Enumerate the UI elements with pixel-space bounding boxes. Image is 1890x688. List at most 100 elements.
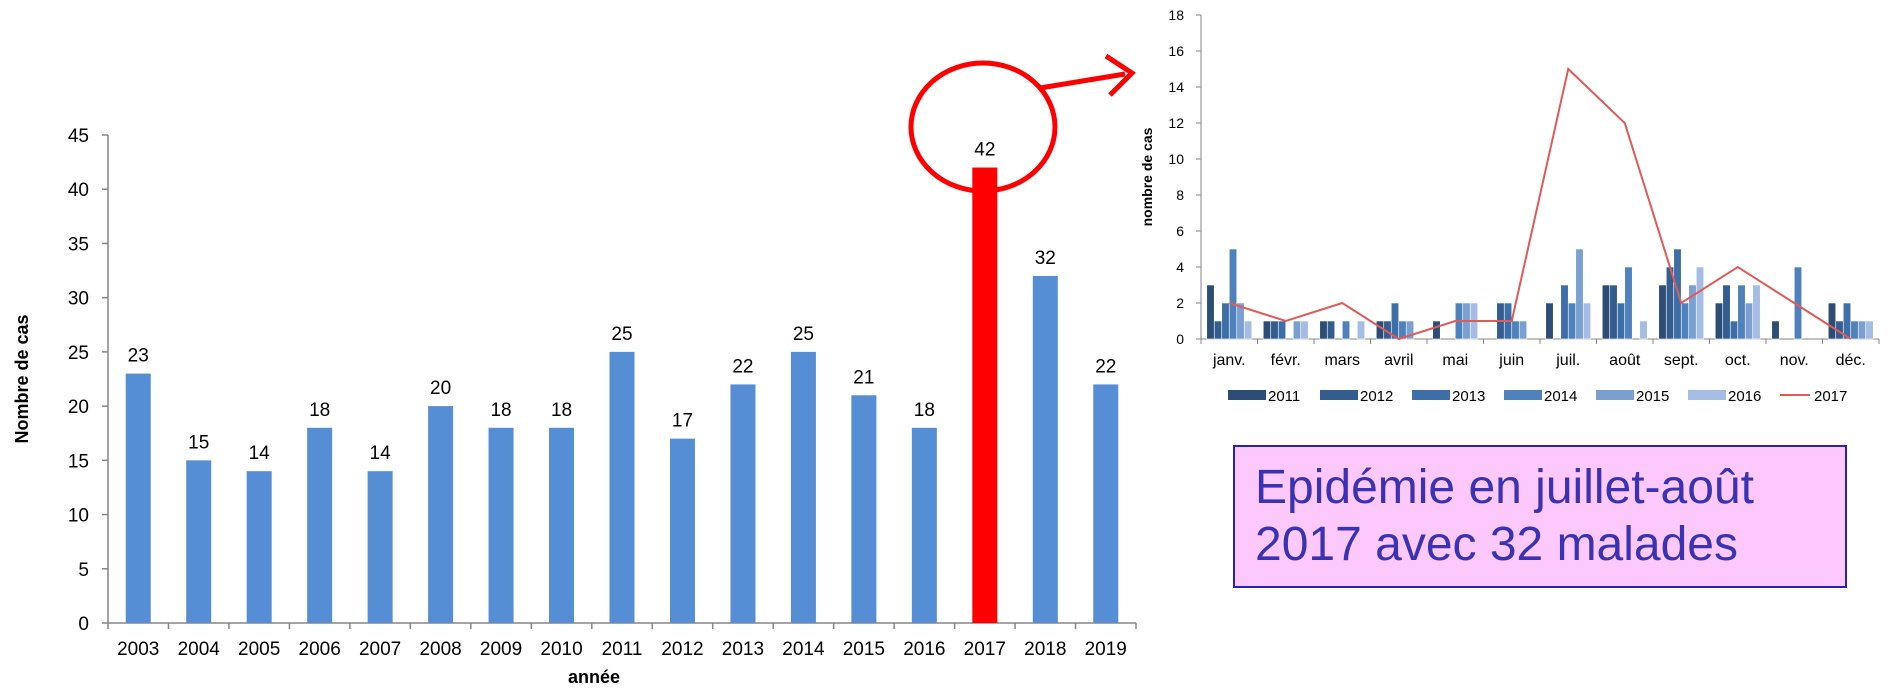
legend-label-2016: 2016 bbox=[1728, 388, 1761, 405]
data-label-2005: 14 bbox=[249, 443, 271, 464]
bar-2013-oct. bbox=[1729, 320, 1739, 340]
bar-2008 bbox=[428, 406, 454, 623]
data-label-2018: 32 bbox=[1035, 248, 1056, 269]
bar-2015-juil. bbox=[1575, 248, 1584, 340]
bar-2016-juil. bbox=[1582, 302, 1592, 340]
bar-2011 bbox=[609, 351, 635, 623]
bar-2005 bbox=[246, 471, 272, 623]
bar-2014-mars bbox=[1341, 320, 1351, 340]
bar-2015-févr. bbox=[1292, 320, 1302, 340]
bar-2011-déc. bbox=[1827, 302, 1837, 340]
x-tick-label-2013: 2013 bbox=[722, 639, 764, 660]
bar-2016-déc. bbox=[1865, 320, 1874, 340]
bar-2006 bbox=[307, 427, 333, 623]
bar-2011-mai bbox=[1432, 320, 1441, 340]
data-label-2014: 25 bbox=[793, 324, 814, 345]
bar-2016-mars bbox=[1356, 320, 1366, 340]
month-label-4: mai bbox=[1442, 352, 1468, 369]
line-series-2017 bbox=[1228, 67, 1852, 341]
legend-label-2015: 2015 bbox=[1636, 388, 1669, 405]
y-tick-label: 14 bbox=[1168, 79, 1184, 95]
monthly-cases-chart: 0 2 4 6 8 10 12 14 16 18 janv. févr. mars avril mai jui… bbox=[1139, 7, 1880, 405]
legend-label-2017: 2017 bbox=[1814, 388, 1847, 405]
annual-cases-chart: 0 5 10 15 20 25 30 35 40 45 23 2003 15 2004 14 2005 18 20… bbox=[12, 126, 1137, 687]
data-label-2008: 20 bbox=[430, 378, 451, 399]
bar-2013-juil. bbox=[1560, 284, 1569, 340]
legend-label-2011: 2011 bbox=[1268, 388, 1300, 405]
legend-swatch-2015 bbox=[1596, 390, 1634, 400]
y-tick-label: 10 bbox=[1168, 151, 1184, 167]
data-label-2010: 18 bbox=[551, 400, 572, 421]
legend-swatch-2012 bbox=[1320, 390, 1358, 400]
x-tick-label-2011: 2011 bbox=[602, 639, 643, 660]
legend-label-2012: 2012 bbox=[1360, 388, 1393, 405]
y-tick-label: 0 bbox=[1176, 331, 1184, 347]
bar-2012 bbox=[669, 438, 695, 623]
bar-2014-déc. bbox=[1850, 320, 1859, 340]
month-label-11: déc. bbox=[1836, 352, 1866, 369]
bar-2013-août bbox=[1616, 302, 1626, 340]
bar-2011-févr. bbox=[1262, 320, 1272, 340]
bar-2013-déc. bbox=[1842, 302, 1852, 340]
y-axis-title: Nombre de cas bbox=[12, 314, 32, 443]
month-label-9: oct. bbox=[1725, 352, 1751, 369]
x-tick-label-2005: 2005 bbox=[238, 639, 280, 660]
bar-2011-août bbox=[1601, 284, 1611, 340]
y-tick-label: 5 bbox=[78, 560, 89, 581]
bar-2017 bbox=[972, 167, 998, 624]
data-label-2017: 42 bbox=[974, 140, 995, 161]
bar-2004 bbox=[186, 460, 212, 623]
bar-2013 bbox=[730, 384, 756, 623]
x-tick-label-2008: 2008 bbox=[419, 639, 461, 660]
bar-2011-nov. bbox=[1771, 320, 1780, 340]
legend-swatch-2014 bbox=[1504, 390, 1542, 400]
bar-2015-oct. bbox=[1744, 302, 1754, 340]
bar-2007 bbox=[367, 471, 393, 623]
y-tick-label: 6 bbox=[1176, 223, 1184, 239]
x-tick-label-2018: 2018 bbox=[1024, 639, 1066, 660]
y-tick-label: 16 bbox=[1168, 43, 1184, 59]
bar-2016-oct. bbox=[1752, 284, 1761, 340]
bar-2014-juin bbox=[1511, 320, 1520, 340]
data-label-2003: 23 bbox=[128, 346, 149, 367]
y-tick-label: 45 bbox=[68, 126, 89, 147]
data-label-2015: 21 bbox=[853, 367, 874, 388]
y-tick-label: 10 bbox=[68, 506, 89, 527]
bar-2016-févr. bbox=[1300, 320, 1309, 340]
bar-2010 bbox=[549, 427, 575, 623]
bar-2011-juil. bbox=[1545, 302, 1554, 340]
bar-2012-janv. bbox=[1213, 320, 1223, 340]
bar-2012-févr. bbox=[1270, 320, 1279, 340]
bar-2016-sept. bbox=[1695, 266, 1705, 340]
data-label-2013: 22 bbox=[732, 356, 753, 377]
x-tick-label-2017: 2017 bbox=[964, 639, 1006, 660]
bar-2013-févr. bbox=[1277, 320, 1287, 340]
bar-2003 bbox=[125, 373, 151, 623]
x-tick-label-2004: 2004 bbox=[178, 639, 221, 660]
y-tick-label: 40 bbox=[68, 180, 89, 201]
data-label-2016: 18 bbox=[914, 400, 935, 421]
bar-2015-déc. bbox=[1857, 320, 1867, 340]
bar-2012-oct. bbox=[1722, 284, 1731, 340]
bar-2014-juil. bbox=[1567, 302, 1577, 340]
month-label-8: sept. bbox=[1664, 352, 1699, 369]
y-tick-label: 18 bbox=[1168, 7, 1184, 23]
data-label-2006: 18 bbox=[309, 400, 330, 421]
legend-label-2013: 2013 bbox=[1452, 388, 1485, 405]
bar-2016-août bbox=[1639, 320, 1648, 340]
bar-2011-oct. bbox=[1714, 302, 1724, 340]
x-tick-label-2015: 2015 bbox=[843, 639, 885, 660]
y-tick-label: 8 bbox=[1176, 187, 1184, 203]
x-tick-label-2007: 2007 bbox=[359, 639, 401, 660]
bar-2015-juin bbox=[1518, 320, 1528, 340]
y-tick-label: 0 bbox=[78, 614, 89, 635]
callout-line-2: 2017 avec 32 malades bbox=[1255, 518, 1738, 571]
callout-line-1: Epidémie en juillet-août bbox=[1255, 461, 1754, 514]
y-axis-title: nombre de cas bbox=[1139, 127, 1155, 226]
y-tick-label: 4 bbox=[1176, 259, 1184, 275]
x-tick-label-2009: 2009 bbox=[480, 639, 522, 660]
month-label-10: nov. bbox=[1780, 352, 1809, 369]
month-label-6: juil. bbox=[1555, 352, 1580, 369]
legend-label-2014: 2014 bbox=[1544, 388, 1577, 405]
bar-2015 bbox=[851, 395, 877, 623]
